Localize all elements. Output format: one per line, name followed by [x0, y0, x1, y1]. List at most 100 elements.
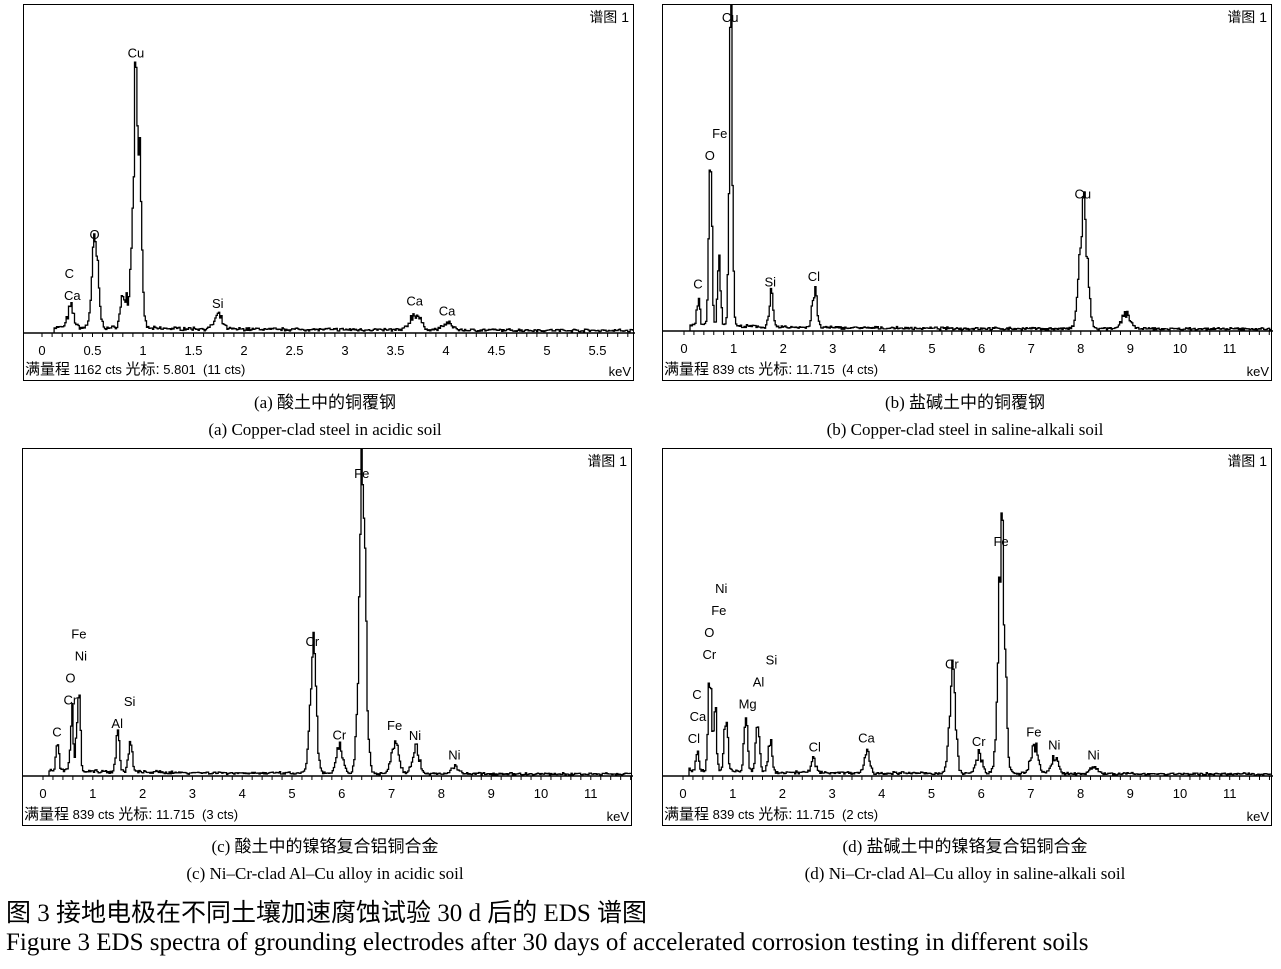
peak-label: Cu [1074, 186, 1091, 201]
cursor-label: 光标: [758, 806, 793, 823]
spectrum-chart: 0 0.5 1 1.5 2 2.5 3 3.5 4 4.5 5 5.5 Ca C O Cu Si Ca Ca [24, 46, 635, 358]
peak-label: Ca [406, 294, 423, 309]
peak-label: O [89, 227, 99, 242]
peak-label: Ni [1048, 738, 1060, 753]
figure-caption-en: Figure 3 EDS spectra of grounding electr… [6, 929, 1089, 956]
x-tick-label: 9 [1127, 786, 1134, 801]
x-axis-unit: keV [606, 809, 629, 824]
peak-label: C [65, 266, 74, 281]
spectrum-line [689, 5, 1272, 331]
x-tick-label: 9 [488, 786, 495, 801]
peak-label: C [52, 725, 61, 740]
x-tick-label: 5 [543, 343, 550, 358]
peak-label: Si [766, 653, 778, 668]
peak-label: C [693, 277, 702, 292]
x-tick-label: 11 [1223, 786, 1237, 801]
panel-caption-cn: (a) 酸土中的铜覆钢 [253, 393, 397, 412]
x-tick-label: 6 [338, 786, 345, 801]
cursor-label: 光标: [118, 806, 153, 823]
full-scale-value: 839 cts [712, 807, 755, 822]
spectrum-line [48, 449, 632, 776]
peak-label: Fe [354, 466, 369, 481]
x-axis-unit: keV [1246, 809, 1269, 824]
peak-label: Cr [702, 647, 716, 662]
x-tick-label: 1 [729, 786, 736, 801]
x-tick-label: 3 [829, 341, 836, 356]
x-tick-label: 0 [38, 343, 45, 358]
peak-label: Ca [439, 304, 456, 319]
cursor-label: 光标: [125, 361, 160, 378]
x-tick-label: 0 [680, 341, 687, 356]
full-scale-label: 满量程 [25, 361, 71, 378]
spectrum-label: 谱图 1 [1227, 453, 1267, 469]
peak-label: Cl [808, 269, 820, 284]
spectrum-label: 谱图 1 [1227, 9, 1267, 25]
x-tick-label: 5 [928, 341, 935, 356]
spectrum-line [688, 512, 1272, 777]
cursor-label: 光标: [758, 361, 793, 378]
spectrum-panel-d: 0 1 2 3 4 5 6 7 8 9 10 11 Cl Ca C Cr O Fe Ni Mg Al Si Cl Ca Cr Cr… [662, 448, 1273, 826]
x-tick-label: 6 [978, 786, 985, 801]
x-tick-label: 4.5 [487, 343, 505, 358]
x-tick-label: 7 [1028, 341, 1035, 356]
x-tick-label: 0 [39, 786, 46, 801]
panel-caption-en: (c) Ni–Cr-clad Al–Cu alloy in acidic soi… [186, 864, 464, 883]
x-tick-label: 3 [341, 343, 348, 358]
x-tick-label: 5.5 [588, 343, 606, 358]
panel-caption-en: (a) Copper-clad steel in acidic soil [208, 420, 442, 439]
peak-label: Si [765, 275, 777, 290]
full-scale-readout: 满量程 839 cts 光标: 11.715 (4 cts) [664, 358, 878, 379]
peak-label: Fe [993, 534, 1008, 549]
x-tick-label: 11 [1223, 341, 1237, 356]
x-tick-label: 2 [780, 341, 787, 356]
cursor-value: 5.801 (11 cts) [163, 362, 246, 377]
x-tick-label: 0 [679, 786, 686, 801]
x-axis-unit: keV [608, 364, 631, 379]
x-tick-label: 8 [438, 786, 445, 801]
full-scale-value: 839 cts [712, 362, 755, 377]
x-tick-label: 5 [928, 786, 935, 801]
x-tick-label: 8 [1077, 341, 1084, 356]
panel-caption-cn: (d) 盐碱土中的镍铬复合铝铜合金 [842, 837, 1088, 856]
peak-label: Cu [722, 10, 739, 25]
peak-label: Cr [972, 734, 986, 749]
spectrum-chart: 0 1 2 3 4 5 6 7 8 9 10 11 C O Fe Cu Si Cl Cu [663, 5, 1273, 356]
panel-caption-en: (d) Ni–Cr-clad Al–Cu alloy in saline-alk… [804, 864, 1126, 883]
full-scale-readout: 满量程 839 cts 光标: 11.715 (3 cts) [24, 803, 238, 824]
full-scale-label: 满量程 [664, 806, 710, 823]
spectrum-panel-c: 0 1 2 3 4 5 6 7 8 9 10 11 C Cr O Ni Fe Al Si Cr Cr Fe Fe Ni Ni 谱图… [22, 448, 633, 826]
x-axis-unit: keV [1246, 364, 1269, 379]
panel-caption-cn: (b) 盐碱土中的铜覆钢 [884, 393, 1046, 412]
peak-label: Ni [448, 747, 460, 762]
x-tick-label: 4 [239, 786, 246, 801]
x-tick-label: 7 [1027, 786, 1034, 801]
peak-label: Cr [306, 634, 320, 649]
peak-label: Fe [387, 718, 402, 733]
x-tick-label: 6 [978, 341, 985, 356]
peak-label: C [692, 687, 701, 702]
x-tick-label: 4 [878, 786, 885, 801]
peak-label: Al [111, 716, 123, 731]
peak-label: Ni [409, 728, 421, 743]
full-scale-label: 满量程 [664, 361, 710, 378]
x-tick-label: 2 [139, 786, 146, 801]
peak-label: Cr [945, 657, 959, 672]
x-tick-label: 2.5 [285, 343, 303, 358]
peak-label: Cu [128, 46, 145, 61]
x-tick-label: 10 [1173, 786, 1187, 801]
x-tick-label: 0.5 [83, 343, 101, 358]
full-scale-value: 1162 cts [73, 362, 122, 377]
cursor-value: 11.715 (2 cts) [795, 807, 879, 822]
peak-label: Ca [690, 709, 707, 724]
full-scale-readout: 满量程 1162 cts 光标: 5.801 (11 cts) [25, 358, 245, 379]
peak-label: Ca [858, 730, 875, 745]
spectrum-label: 谱图 1 [587, 453, 627, 469]
x-tick-label: 1 [139, 343, 146, 358]
x-tick-label: 10 [534, 786, 548, 801]
full-scale-value: 839 cts [72, 807, 115, 822]
peak-label: Si [124, 694, 136, 709]
figure-caption-cn: 图 3 接地电极在不同土壤加速腐蚀试验 30 d 后的 EDS 谱图 [6, 900, 647, 927]
full-scale-label: 满量程 [24, 806, 70, 823]
